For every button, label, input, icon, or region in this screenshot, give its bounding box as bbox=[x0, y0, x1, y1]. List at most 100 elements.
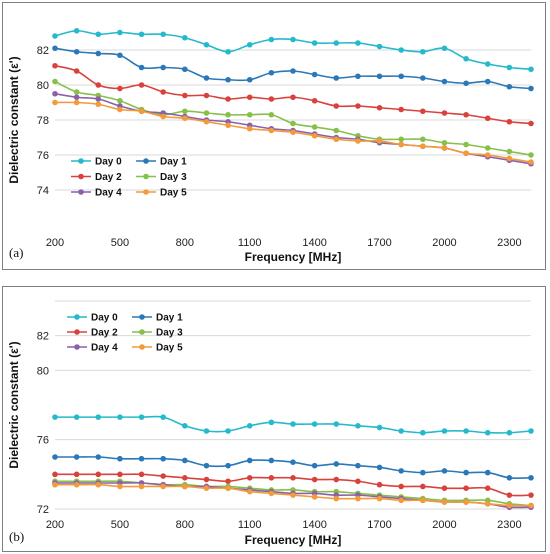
data-point-b-day-5-200 bbox=[52, 481, 58, 488]
data-point-a-day-0-2200 bbox=[484, 61, 491, 67]
data-point-a-day-0-900 bbox=[203, 41, 210, 48]
data-point-b-day-1-600 bbox=[138, 455, 145, 462]
legend-label-b-day-5: Day 5 bbox=[156, 343, 183, 354]
data-point-b-day-2-200 bbox=[52, 471, 58, 478]
data-point-a-day-1-700 bbox=[160, 64, 166, 71]
data-point-a-day-5-200 bbox=[52, 99, 58, 106]
data-point-b-day-0-1100 bbox=[246, 423, 253, 429]
xtick-label-a-1400: 1400 bbox=[302, 237, 326, 249]
data-point-b-day-2-1500 bbox=[333, 476, 340, 483]
data-point-a-day-0-1400 bbox=[311, 40, 318, 46]
data-point-a-day-0-2300 bbox=[506, 64, 513, 71]
data-point-b-day-5-2000 bbox=[441, 499, 448, 505]
data-point-a-day-5-2200 bbox=[484, 152, 491, 158]
data-point-b-day-0-1200 bbox=[268, 419, 275, 426]
data-point-b-day-1-300 bbox=[73, 454, 80, 460]
data-point-b-day-1-700 bbox=[160, 455, 166, 462]
data-point-a-day-4-400 bbox=[95, 96, 102, 102]
data-point-b-day-5-1300 bbox=[290, 492, 296, 498]
y-axis-title-b: Dielectric constant (ε') bbox=[7, 341, 21, 468]
data-point-b-day-0-2200 bbox=[484, 429, 491, 436]
data-point-a-day-2-1100 bbox=[246, 94, 253, 101]
data-point-b-day-1-2100 bbox=[463, 469, 469, 476]
data-point-b-day-0-2400 bbox=[528, 428, 534, 434]
data-point-a-day-2-800 bbox=[182, 92, 188, 99]
data-point-a-day-5-1100 bbox=[246, 125, 253, 132]
data-point-a-day-5-1200 bbox=[268, 127, 275, 134]
chart-a: 74 76 78 80 82 200 500 800 1100 1400 1700 2000 2300 F… bbox=[7, 27, 534, 264]
data-point-b-day-2-1300 bbox=[290, 475, 296, 481]
data-point-a-day-0-2400 bbox=[528, 66, 534, 73]
data-point-a-day-0-700 bbox=[160, 31, 166, 38]
legend-label-b-day-1: Day 1 bbox=[156, 313, 183, 324]
data-point-b-day-2-1000 bbox=[225, 478, 231, 485]
data-point-b-day-0-1600 bbox=[355, 423, 361, 429]
data-point-b-day-1-1800 bbox=[398, 468, 404, 474]
data-point-b-day-1-1900 bbox=[420, 469, 426, 476]
data-point-a-day-1-1300 bbox=[290, 68, 296, 74]
legend-label-a-day-3: Day 3 bbox=[160, 172, 187, 183]
data-point-a-day-2-2000 bbox=[441, 110, 448, 116]
xtick-label-a-800: 800 bbox=[176, 237, 194, 249]
legend-marker-b-day-2 bbox=[74, 329, 80, 335]
data-point-b-day-0-900 bbox=[203, 428, 210, 434]
data-point-a-day-1-400 bbox=[95, 50, 102, 57]
data-point-b-day-0-800 bbox=[182, 423, 188, 429]
legend-marker-a-day-1 bbox=[143, 158, 149, 164]
legend-marker-a-day-0 bbox=[78, 158, 84, 164]
data-point-a-day-0-1800 bbox=[398, 47, 404, 53]
data-point-b-day-2-2000 bbox=[441, 485, 448, 491]
data-point-a-day-1-1100 bbox=[246, 76, 253, 83]
data-point-b-day-2-400 bbox=[95, 471, 102, 478]
data-point-a-day-1-1900 bbox=[420, 75, 426, 81]
data-point-b-day-1-1400 bbox=[311, 462, 318, 469]
data-point-a-day-0-1500 bbox=[333, 40, 340, 46]
data-point-b-day-5-700 bbox=[160, 483, 166, 490]
data-point-b-day-5-2200 bbox=[484, 501, 491, 507]
data-point-a-day-0-2100 bbox=[463, 55, 469, 62]
data-point-a-day-0-400 bbox=[95, 31, 102, 38]
data-point-a-day-2-700 bbox=[160, 89, 166, 95]
chart-panel-a: 74 76 78 80 82 200 500 800 1100 1400 1700 2000 2300 F… bbox=[2, 2, 546, 270]
data-point-a-day-2-1900 bbox=[420, 108, 426, 115]
data-point-a-day-1-1400 bbox=[311, 71, 318, 78]
data-point-b-day-2-1200 bbox=[268, 475, 275, 481]
xtick-label-a-2000: 2000 bbox=[432, 237, 456, 249]
data-point-a-day-0-800 bbox=[182, 34, 188, 41]
data-point-b-day-2-1700 bbox=[376, 481, 383, 488]
xtick-label-b-200: 200 bbox=[46, 519, 64, 531]
data-point-a-day-0-1900 bbox=[420, 48, 426, 55]
data-point-a-day-3-2200 bbox=[484, 145, 491, 151]
data-point-b-day-2-2100 bbox=[463, 485, 469, 491]
data-point-a-day-2-1400 bbox=[311, 97, 318, 104]
data-point-a-day-2-300 bbox=[73, 68, 80, 74]
ytick-label-b-76: 76 bbox=[37, 435, 49, 447]
data-point-b-day-0-1800 bbox=[398, 428, 404, 434]
data-point-a-day-2-1500 bbox=[333, 103, 340, 109]
ytick-label-a-78: 78 bbox=[37, 115, 49, 127]
xtick-label-a-500: 500 bbox=[111, 237, 129, 249]
data-point-a-day-1-1200 bbox=[268, 69, 275, 76]
data-point-a-day-2-2100 bbox=[463, 111, 469, 118]
data-point-b-day-2-2400 bbox=[528, 492, 534, 498]
xtick-label-b-2000: 2000 bbox=[432, 519, 456, 531]
data-point-b-day-2-500 bbox=[117, 471, 123, 478]
data-point-a-day-5-2400 bbox=[528, 159, 534, 165]
data-point-a-day-2-1800 bbox=[398, 106, 404, 113]
data-point-b-day-5-2300 bbox=[506, 502, 513, 509]
data-point-a-day-3-1400 bbox=[311, 124, 318, 130]
data-point-b-day-1-800 bbox=[182, 457, 188, 464]
data-point-b-day-1-1000 bbox=[225, 462, 231, 469]
data-point-b-day-1-1200 bbox=[268, 457, 275, 464]
data-point-b-day-5-1200 bbox=[268, 490, 275, 497]
data-point-a-day-1-800 bbox=[182, 66, 188, 73]
data-point-b-day-2-900 bbox=[203, 476, 210, 483]
data-point-a-day-0-1600 bbox=[355, 40, 361, 46]
data-point-a-day-5-1700 bbox=[376, 138, 383, 144]
data-point-a-day-2-900 bbox=[203, 92, 210, 99]
data-point-b-day-1-2300 bbox=[506, 475, 513, 481]
data-point-a-day-2-1000 bbox=[225, 96, 231, 102]
legend-label-b-day-0: Day 0 bbox=[91, 313, 118, 324]
data-point-a-day-3-800 bbox=[182, 108, 188, 115]
data-point-a-day-1-2200 bbox=[484, 78, 491, 85]
